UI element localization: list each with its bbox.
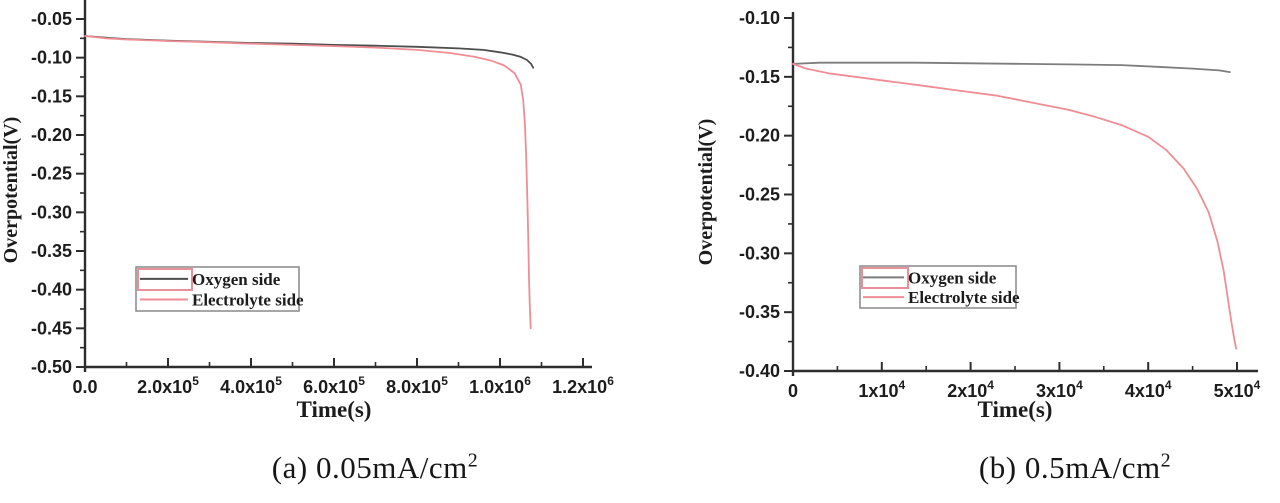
x-axis-title: Time(s) <box>297 397 372 422</box>
caption-a: (a) 0.05mA/cm2 <box>140 450 610 486</box>
x-tick-label: 0.0 <box>72 377 97 397</box>
x-tick-label: 0 <box>788 381 798 401</box>
y-tick-label: -0.50 <box>31 357 72 377</box>
y-tick-label: -0.45 <box>31 318 72 338</box>
x-tick-label: 6.0x105 <box>303 374 365 397</box>
y-tick-label: -0.15 <box>31 86 72 106</box>
y-tick-label: -0.20 <box>739 126 780 146</box>
caption-b-text: 0.5mA/cm <box>1024 450 1161 485</box>
series-electrolyte-side <box>792 63 1237 350</box>
chart-a: 0.0 2.0x105 4.0x105 6.0x105 8.0x105 1.0x106 1.… <box>0 0 614 422</box>
chart-b: 0 1x104 2x104 3x104 4x104 5x104 -0.10 -0.15 -0.2… <box>695 8 1261 422</box>
y-tick-label: -0.05 <box>31 9 72 29</box>
legend-label: Oxygen side <box>192 270 281 289</box>
x-tick-label: 4.0x105 <box>220 374 282 397</box>
y-tick-label: -0.10 <box>739 8 780 28</box>
y-tick-label: -0.15 <box>739 67 780 87</box>
caption-a-text: 0.05mA/cm <box>315 450 468 485</box>
y-tick-label: -0.25 <box>739 185 780 205</box>
legend-label: Electrolyte side <box>908 288 1020 307</box>
x-tick-label: 3x104 <box>1036 378 1083 401</box>
y-tick-label: -0.30 <box>31 202 72 222</box>
caption-b-index: (b) <box>978 450 1017 485</box>
x-tick-label: 2x104 <box>947 378 994 401</box>
caption-b: (b) 0.5mA/cm2 <box>850 450 1280 486</box>
x-tick-label: 5x104 <box>1214 378 1261 401</box>
y-tick-label: -0.10 <box>31 48 72 68</box>
x-tick-label: 4x104 <box>1125 378 1172 401</box>
series-electrolyte-side <box>84 35 532 330</box>
series-oxygen-side <box>792 61 1231 73</box>
y-tick-label: -0.40 <box>739 361 780 381</box>
y-tick-label: -0.35 <box>31 241 72 261</box>
y-tick-label: -0.35 <box>739 302 780 322</box>
y-tick-label: -0.20 <box>31 125 72 145</box>
legend-label: Electrolyte side <box>192 291 304 310</box>
x-tick-label: 2.0x105 <box>137 374 199 397</box>
legend-label: Oxygen side <box>908 268 997 287</box>
y-axis-title: Overpotential(V) <box>695 119 717 266</box>
legend-accent-rect <box>861 267 909 289</box>
x-tick-label: 1.0x106 <box>469 374 531 397</box>
y-tick-label: -0.30 <box>739 243 780 263</box>
x-tick-label: 8.0x105 <box>386 374 448 397</box>
x-tick-label: 1x104 <box>858 378 905 401</box>
caption-a-index: (a) <box>271 450 308 485</box>
y-axis-title: Overpotential(V) <box>0 117 22 264</box>
caption-a-sup: 2 <box>467 449 479 472</box>
y-tick-label: -0.25 <box>31 164 72 184</box>
x-tick-label: 1.2x106 <box>552 374 614 397</box>
caption-b-sup: 2 <box>1160 449 1172 472</box>
y-tick-label: -0.40 <box>31 280 72 300</box>
x-axis-title: Time(s) <box>978 397 1053 422</box>
legend-accent-rect <box>137 268 193 291</box>
